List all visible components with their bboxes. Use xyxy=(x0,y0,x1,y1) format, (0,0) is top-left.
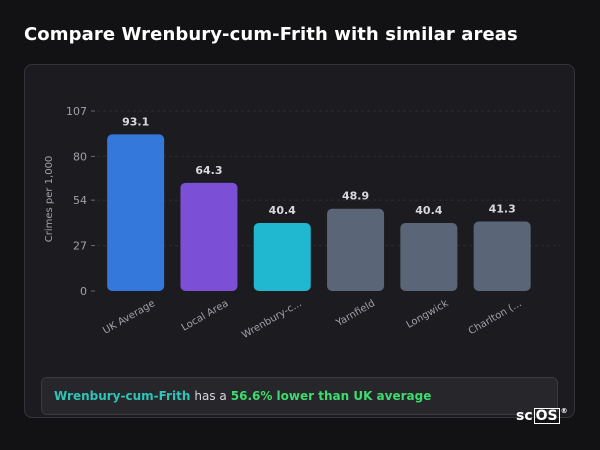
y-tick-label: 27 xyxy=(73,240,87,253)
crime-bar-chart: 0 27 54 80 107 Crimes per 1,000 93.1 UK Average… xyxy=(44,105,560,341)
chart-card: 0 27 54 80 107 Crimes per 1,000 93.1 UK Average… xyxy=(24,64,575,418)
data-label: 40.4 xyxy=(415,204,442,217)
y-tick-label: 107 xyxy=(66,105,87,118)
summary-difference: 56.6% lower than UK average xyxy=(230,389,432,403)
bar xyxy=(473,221,531,291)
x-tick-label: UK Average xyxy=(101,298,157,337)
logo-prefix: sc xyxy=(516,408,533,424)
summary-banner: Wrenbury-cum-Frith has a 56.6% lower tha… xyxy=(41,377,558,415)
page-title: Compare Wrenbury-cum-Frith with similar … xyxy=(24,24,518,45)
y-tick-label: 54 xyxy=(73,194,87,207)
data-label: 40.4 xyxy=(269,204,296,217)
x-tick-label: Yarnfield xyxy=(334,298,377,329)
data-label: 93.1 xyxy=(122,115,149,128)
x-tick-label: Wrenbury-c... xyxy=(240,298,304,341)
y-axis-label: Crimes per 1,000 xyxy=(44,156,55,243)
bar xyxy=(253,223,311,291)
bar xyxy=(400,223,458,291)
bar xyxy=(327,208,385,291)
summary-text: has a xyxy=(194,389,227,403)
data-label: 48.9 xyxy=(342,190,369,203)
x-tick-label: Longwick xyxy=(405,298,451,331)
summary-area-name: Wrenbury-cum-Frith xyxy=(54,389,191,403)
bar xyxy=(107,134,165,291)
scos-logo: sc OS ® xyxy=(516,408,568,424)
x-tick-label: Charlton (... xyxy=(467,298,524,337)
bar xyxy=(180,182,238,291)
data-label: 41.3 xyxy=(489,203,516,216)
x-tick-label: Local Area xyxy=(180,298,231,334)
logo-registered-mark: ® xyxy=(560,407,568,415)
logo-boxed: OS xyxy=(533,408,560,424)
y-tick-label: 80 xyxy=(73,150,87,163)
y-tick-label: 0 xyxy=(80,285,87,298)
data-label: 64.3 xyxy=(195,164,222,177)
